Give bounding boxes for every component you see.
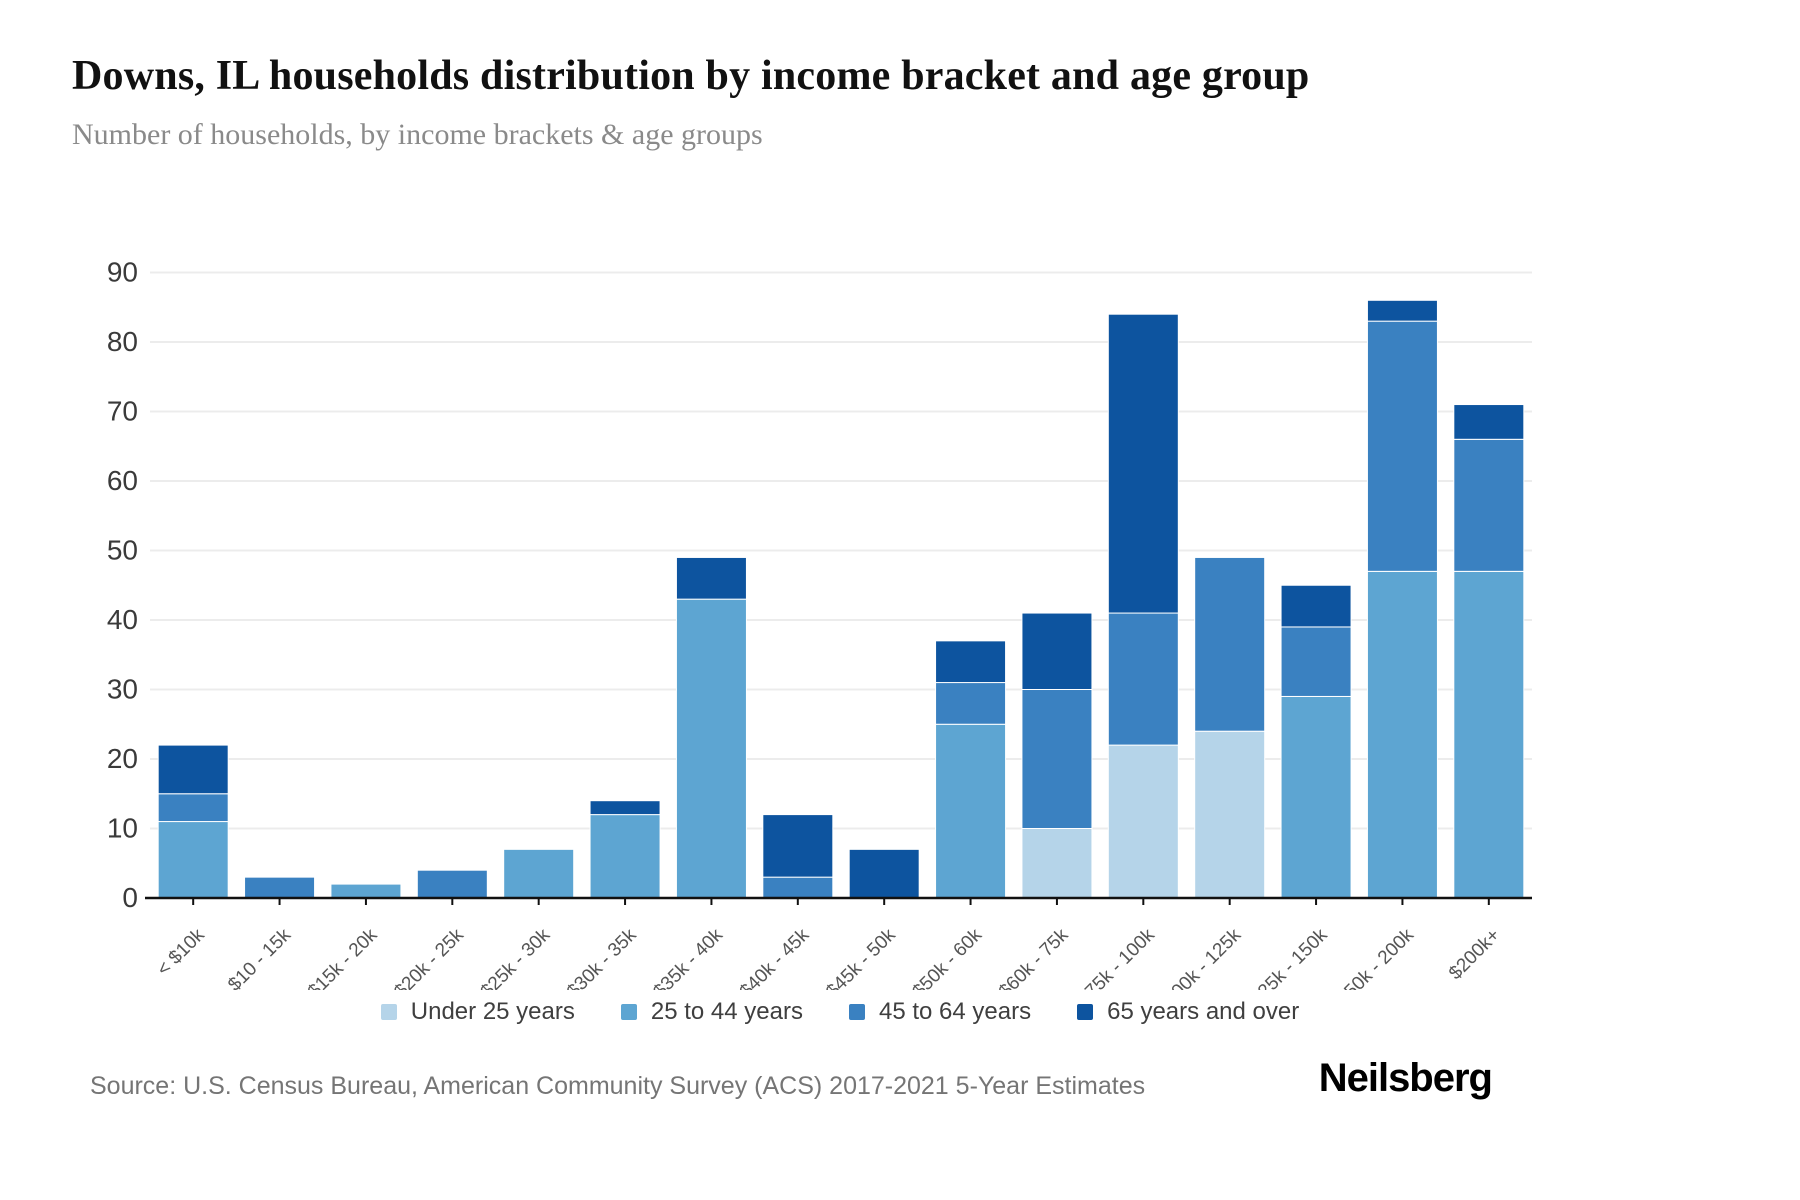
bar-segment[interactable] [157, 744, 229, 795]
bar-segment[interactable] [1280, 584, 1352, 628]
y-axis-tick-label: 40 [107, 604, 138, 635]
bar-segment[interactable] [157, 793, 229, 823]
bar-segment[interactable] [1453, 570, 1525, 899]
bar-segment[interactable] [330, 883, 402, 899]
legend-label: Under 25 years [410, 998, 575, 1025]
bar-segment[interactable] [1366, 320, 1438, 572]
x-axis-tick-label: $60k - 75k [995, 924, 1073, 990]
x-axis-tick-label: $30k - 35k [563, 924, 641, 990]
bar-segment[interactable] [762, 814, 834, 878]
x-axis-tick-label: $10 - 15k [224, 924, 295, 990]
bar-segment[interactable] [1194, 730, 1266, 899]
y-axis-tick-label: 20 [107, 743, 138, 774]
bar-segment[interactable] [675, 556, 747, 600]
x-axis-tick-label: $35k - 40k [649, 924, 727, 990]
y-axis-tick-label: 30 [107, 674, 138, 705]
y-axis-tick-label: 80 [107, 326, 138, 357]
x-axis-tick-label: $75k - 100k [1074, 924, 1159, 990]
x-axis-tick-label: $200k+ [1445, 925, 1504, 984]
x-axis-tick-label: $50k - 60k [909, 924, 987, 990]
y-axis-tick-label: 50 [107, 535, 138, 566]
bar-segment[interactable] [503, 848, 575, 899]
legend-swatch-under-25-icon [380, 1004, 397, 1020]
page-subtitle: Number of households, by income brackets… [72, 118, 763, 151]
bar-segment[interactable] [935, 682, 1007, 725]
bar-segment[interactable] [1366, 570, 1438, 899]
bar-segment[interactable] [1021, 612, 1093, 690]
bar-segment[interactable] [1453, 438, 1525, 572]
bar-segment[interactable] [1453, 404, 1525, 440]
x-axis-tick-label: $45k - 50k [822, 924, 900, 990]
y-axis-tick-label: 10 [107, 813, 138, 844]
legend-label: 45 to 64 years [878, 998, 1032, 1025]
bar-segment[interactable] [1107, 744, 1179, 899]
legend-swatch-45-to-64-icon [848, 1004, 865, 1020]
legend-label: 25 to 44 years [650, 998, 803, 1025]
bar-segment[interactable] [157, 821, 229, 899]
bar-segment[interactable] [1107, 313, 1179, 614]
x-axis-tick-label: $100k - 125k [1153, 924, 1246, 990]
bar-segment[interactable] [935, 723, 1007, 899]
legend-label: 65 years and over [1107, 998, 1300, 1025]
bar-segment[interactable] [1107, 612, 1179, 746]
legend-swatch-25-to-44-icon [620, 1004, 637, 1020]
bar-segment[interactable] [1366, 299, 1438, 322]
x-axis-tick-label: $40k - 45k [736, 924, 814, 990]
source-attribution: Source: U.S. Census Bureau, American Com… [90, 1072, 1146, 1100]
legend-item-45-to-64[interactable]: 45 to 64 years [848, 998, 1032, 1026]
x-axis-tick-label: < $10k [153, 924, 209, 980]
y-axis-tick-label: 90 [107, 257, 138, 288]
legend-item-25-to-44[interactable]: 25 to 44 years [620, 998, 803, 1026]
x-axis-tick-label: $150k - 200k [1325, 924, 1418, 990]
bar-segment[interactable] [848, 848, 920, 899]
neilsberg-logo: Neilsberg [1318, 1056, 1493, 1100]
bar-segment[interactable] [416, 869, 488, 899]
bar-segment[interactable] [762, 876, 834, 899]
bar-segment[interactable] [1280, 695, 1352, 899]
x-axis-tick-label: $20k - 25k [390, 924, 468, 990]
bar-segment[interactable] [589, 800, 661, 816]
bar-segment[interactable] [675, 598, 747, 899]
y-axis-tick-label: 0 [122, 882, 138, 913]
legend-swatch-65-over-icon [1077, 1004, 1094, 1020]
page-title: Downs, IL households distribution by inc… [72, 53, 1310, 99]
bar-segment[interactable] [1021, 828, 1093, 899]
x-axis-tick-label: $25k - 30k [477, 924, 555, 990]
bar-segment[interactable] [1194, 556, 1266, 732]
x-axis-tick-label: $125k - 150k [1239, 924, 1332, 990]
bar-segment[interactable] [935, 640, 1007, 684]
y-axis-tick-label: 60 [107, 465, 138, 496]
bar-segment[interactable] [244, 876, 316, 899]
stacked-bar-chart: 0 10 20 30 40 50 60 70 80 90 < $10k $10 - 15k $15k -… [107, 257, 1532, 990]
legend-item-65-over[interactable]: 65 years and over [1077, 998, 1299, 1026]
legend-item-under-25[interactable]: Under 25 years [380, 998, 575, 1026]
bar-segment[interactable] [589, 814, 661, 899]
x-axis-tick-label: $15k - 20k [304, 924, 382, 990]
chart-legend: Under 25 years 25 to 44 years 45 to 64 y… [150, 998, 1530, 1026]
bar-segment[interactable] [1280, 626, 1352, 697]
bar-segment[interactable] [1021, 689, 1093, 829]
y-axis-tick-label: 70 [107, 396, 138, 427]
